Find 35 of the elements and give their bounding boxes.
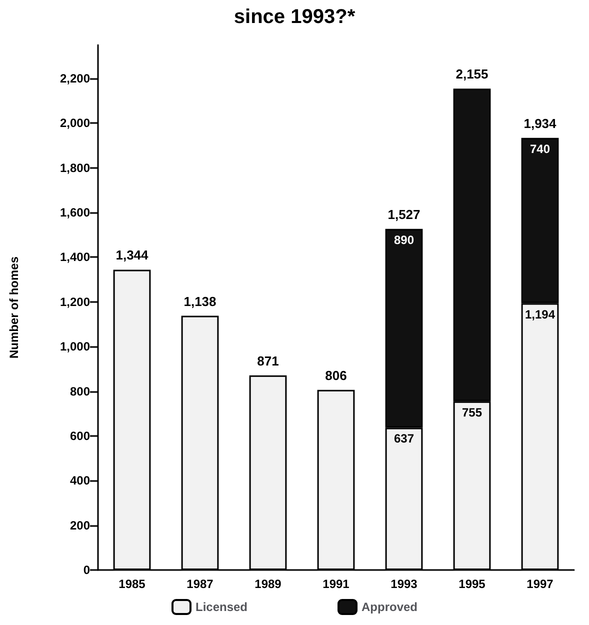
data-label: 1,194 [524,307,556,322]
x-tick-label: 1997 [526,577,554,591]
x-tick-label: 1995 [458,577,486,591]
y-tick-label: 1,800 [60,160,90,175]
y-tick-label: 400 [70,474,90,488]
data-label: 890 [394,232,414,247]
data-label: 637 [394,432,414,446]
y-tick-label: 1,600 [60,206,90,220]
legend-label: Approved [362,600,418,614]
y-tick-label: 2,200 [60,72,90,86]
chart-title: since 1993?* [234,6,356,28]
x-tick-label: 1989 [254,577,282,591]
x-tick-label: 1993 [390,577,418,591]
total-label: 871 [257,353,279,368]
y-tick-label: 1,400 [60,250,90,264]
legend-label: Licensed [195,600,248,614]
total-label: 1,527 [388,206,420,222]
total-label: 2,155 [456,66,488,82]
total-label: 1,344 [116,248,150,263]
y-axis-title: Number of homes [7,256,21,359]
y-tick-label: 0 [83,563,90,577]
y-tick-label: 1,200 [60,294,90,309]
x-tick-label: 1987 [186,577,214,591]
x-tick-label: 1985 [118,577,146,591]
total-label: 1,934 [524,116,558,131]
x-tick-label: 1991 [322,577,350,591]
y-tick-label: 800 [70,384,90,398]
y-tick-label: 2,000 [60,116,90,130]
total-label: 1,138 [184,294,216,309]
data-label: 755 [462,405,482,420]
y-tick-label: 600 [70,428,90,443]
data-label: 740 [530,142,550,156]
y-tick-label: 1,000 [60,340,90,354]
y-tick-label: 200 [70,518,90,532]
total-label: 806 [325,368,347,383]
